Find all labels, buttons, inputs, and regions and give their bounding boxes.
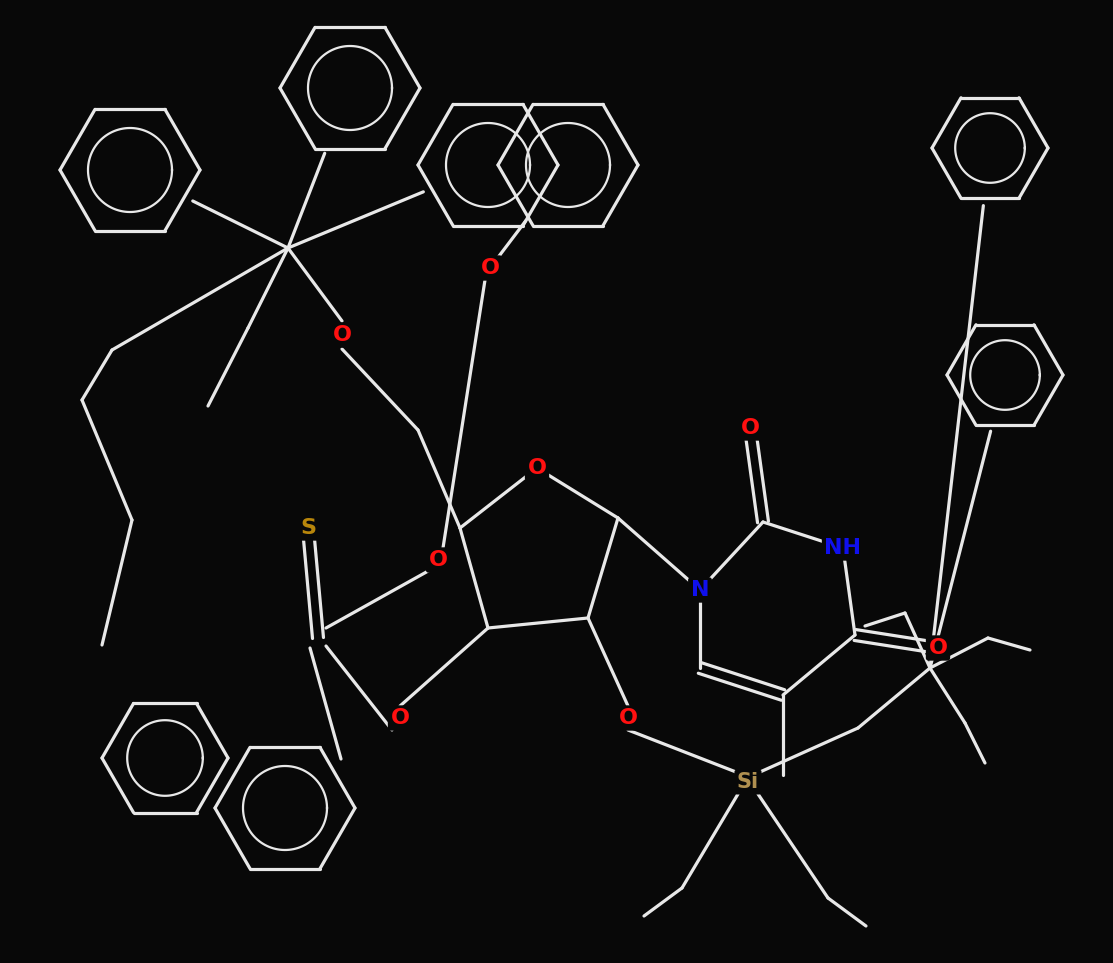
Text: NH: NH [825,538,861,558]
Text: O: O [333,325,352,345]
Text: O: O [429,550,447,570]
Text: O: O [391,708,410,728]
Text: N: N [691,580,709,600]
Text: O: O [928,638,947,658]
Text: O: O [481,258,500,278]
Text: O: O [528,458,546,478]
Text: O: O [740,418,759,438]
Text: O: O [619,708,638,728]
Text: S: S [301,518,316,538]
Text: Si: Si [737,772,759,792]
